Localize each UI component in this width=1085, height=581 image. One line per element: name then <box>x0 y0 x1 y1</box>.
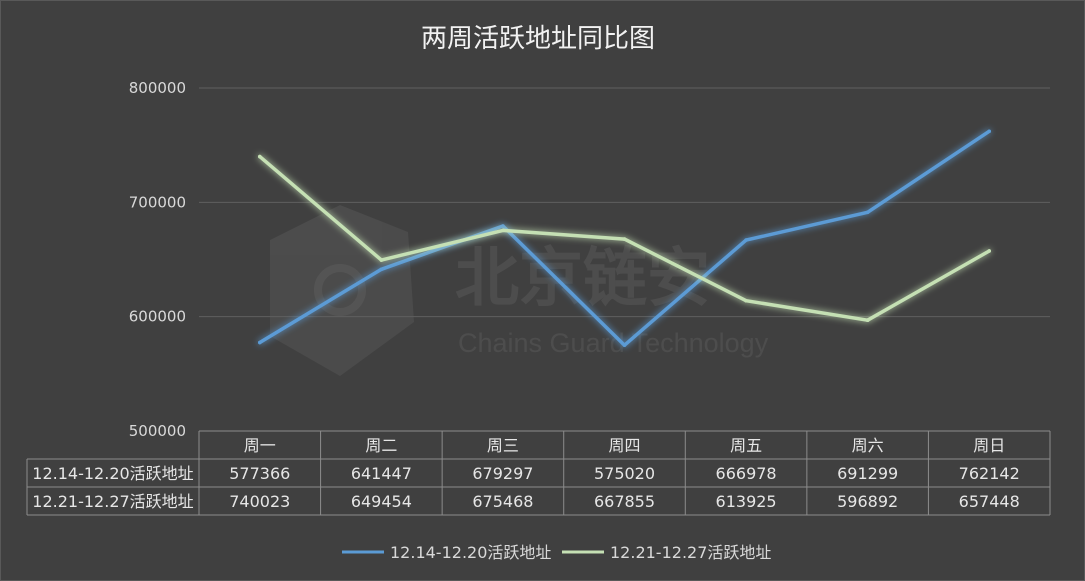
data-point <box>744 238 748 242</box>
data-label: 762142 <box>959 464 1020 483</box>
watermark: 北京链安 Chains Guard Technology <box>270 205 769 376</box>
data-point <box>501 224 505 228</box>
y-axis: 500000 600000 700000 800000 <box>129 79 186 440</box>
data-point <box>744 298 748 303</box>
data-label: 649454 <box>351 492 412 511</box>
data-point <box>257 154 262 159</box>
data-table: 周一 周二 周三 周四 周五 周六 周日 12.14-12.20活跃地址 577366 64144… <box>26 430 1051 516</box>
x-tick-label: 周一 <box>244 436 276 455</box>
data-label: 613925 <box>716 492 777 511</box>
data-label: 641447 <box>351 464 412 483</box>
watermark-logo-icon <box>270 205 414 376</box>
y-tick-label: 600000 <box>129 308 186 326</box>
table-row-header: 12.14-12.20活跃地址 <box>32 464 193 483</box>
x-tick-label: 周二 <box>365 436 397 455</box>
data-label: 675468 <box>472 492 533 511</box>
data-point <box>865 210 870 215</box>
x-tick-label: 周三 <box>487 436 519 455</box>
data-point <box>622 343 627 348</box>
series-lines <box>257 129 992 348</box>
legend-label: 12.21-12.27活跃地址 <box>610 543 771 562</box>
data-label: 575020 <box>594 464 655 483</box>
chart-title: 两周活跃地址同比图 <box>421 24 655 54</box>
legend-label: 12.14-12.20活跃地址 <box>390 543 551 562</box>
data-point <box>379 267 384 272</box>
x-tick-label: 周四 <box>608 436 640 455</box>
data-point <box>987 129 992 134</box>
y-tick-label: 500000 <box>129 422 186 440</box>
data-point <box>379 258 384 262</box>
data-label: 691299 <box>837 464 898 483</box>
legend: 12.14-12.20活跃地址 12.21-12.27活跃地址 <box>342 543 771 562</box>
x-tick-label: 周五 <box>730 436 762 455</box>
data-point <box>501 228 505 233</box>
table-row-header: 12.21-12.27活跃地址 <box>32 492 193 511</box>
data-label: 667855 <box>594 492 655 511</box>
data-point <box>257 340 262 345</box>
data-point <box>987 249 992 253</box>
data-point <box>865 318 870 323</box>
y-tick-label: 800000 <box>129 79 186 97</box>
data-point <box>622 237 627 241</box>
x-tick-label: 周日 <box>973 436 1005 455</box>
data-label: 666978 <box>716 464 777 483</box>
data-label: 740023 <box>229 492 290 511</box>
x-tick-label: 周六 <box>852 436 884 455</box>
watermark-logo-ring <box>314 264 366 316</box>
data-label: 577366 <box>229 464 290 483</box>
gridlines <box>199 87 1050 318</box>
data-label: 679297 <box>472 464 533 483</box>
data-label: 657448 <box>959 492 1020 511</box>
data-label: 596892 <box>837 492 898 511</box>
y-tick-label: 700000 <box>129 193 186 211</box>
